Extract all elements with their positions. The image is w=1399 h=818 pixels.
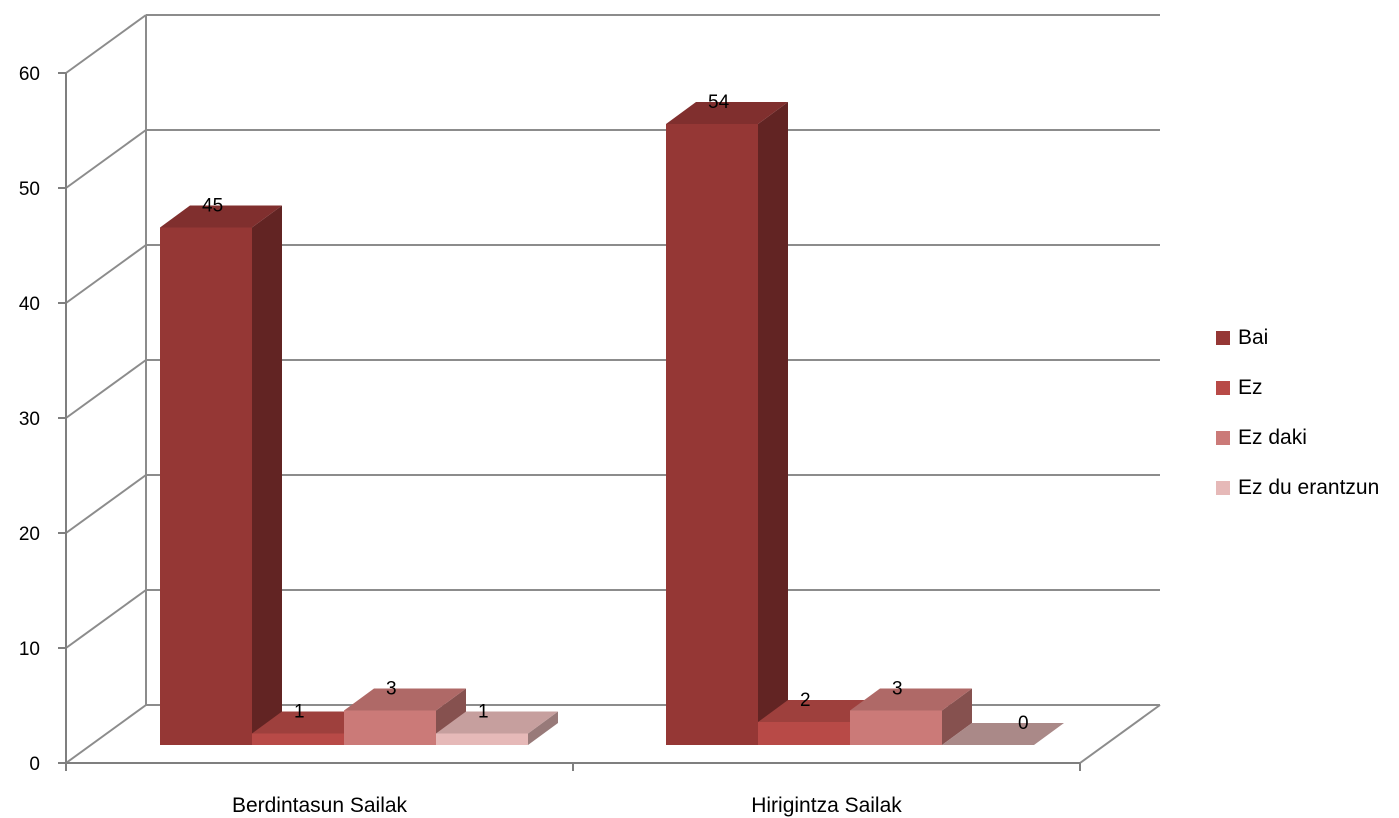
chart-axes xyxy=(58,72,1081,771)
side-gridline xyxy=(65,474,147,534)
data-label: 45 xyxy=(202,196,223,217)
y-tick-label: 30 xyxy=(19,409,40,430)
bar xyxy=(160,205,282,745)
legend-label: Ez du erantzun xyxy=(1238,476,1380,499)
legend-item: Bai xyxy=(1216,326,1379,349)
side-gridline xyxy=(65,589,147,649)
chart-legend: Bai Ez Ez daki Ez du erantzun xyxy=(1216,326,1380,528)
bar-front-face xyxy=(850,710,942,745)
y-axis-tick-labels: 0 10 20 30 40 50 60 xyxy=(19,64,40,775)
y-tick-label: 60 xyxy=(19,64,40,85)
legend-swatch xyxy=(1216,481,1230,495)
data-label: 0 xyxy=(1018,713,1029,734)
data-labels: 45 1 3 1 54 2 3 0 xyxy=(202,92,1029,734)
data-label: 3 xyxy=(386,679,397,700)
bar-side-face xyxy=(758,102,788,745)
bar-front-face xyxy=(344,710,436,745)
bar-front-face xyxy=(252,733,344,745)
data-label: 1 xyxy=(294,702,305,723)
side-gridline xyxy=(65,14,147,74)
bar-top-face xyxy=(436,711,558,734)
bar-top-face xyxy=(666,102,788,124)
bar-top-face xyxy=(160,205,282,228)
data-label: 1 xyxy=(478,702,489,723)
bar-top-face xyxy=(942,723,1064,745)
legend-label: Ez xyxy=(1238,376,1263,399)
side-gridline xyxy=(65,129,147,189)
bar-front-face xyxy=(436,733,528,745)
legend-item: Ez du erantzun xyxy=(1216,476,1380,499)
legend-swatch xyxy=(1216,431,1230,445)
bar xyxy=(436,711,558,745)
x-axis-category-labels: Berdintasun Sailak Hirigintza Sailak xyxy=(232,794,902,817)
y-tick-label: 0 xyxy=(29,754,40,775)
legend-label: Bai xyxy=(1238,326,1269,349)
bar-top-face xyxy=(344,688,466,711)
bar xyxy=(666,102,788,745)
y-tick-label: 50 xyxy=(19,179,40,200)
legend-label: Ez daki xyxy=(1238,426,1307,449)
y-tick-label: 40 xyxy=(19,294,40,315)
legend-swatch xyxy=(1216,331,1230,345)
legend-item: Ez xyxy=(1216,376,1379,399)
x-category-label: Hirigintza Sailak xyxy=(751,794,902,817)
chart-bars xyxy=(160,102,1064,745)
side-gridline xyxy=(65,244,147,304)
x-category-label: Berdintasun Sailak xyxy=(232,794,408,817)
bar-top-face xyxy=(850,688,972,711)
bar xyxy=(850,688,972,745)
bar-front-face xyxy=(758,722,850,745)
bar-top-face xyxy=(252,711,374,734)
legend-swatch xyxy=(1216,381,1230,395)
bar-side-face xyxy=(252,205,282,745)
bar-front-face xyxy=(666,124,758,745)
floor-edge xyxy=(1079,704,1161,764)
chart-gridlines xyxy=(65,14,1161,764)
side-gridline xyxy=(65,704,147,764)
bar-side-face xyxy=(942,688,972,745)
bar xyxy=(942,723,1064,745)
data-label: 3 xyxy=(892,679,903,700)
side-gridline xyxy=(65,359,147,419)
bar-top-face xyxy=(758,700,880,722)
y-tick-label: 10 xyxy=(19,639,40,660)
y-tick-label: 20 xyxy=(19,524,40,545)
bar-side-face xyxy=(528,711,558,745)
legend-item: Ez daki xyxy=(1216,426,1379,449)
data-label: 54 xyxy=(708,92,730,113)
bar-front-face xyxy=(160,227,252,745)
data-label: 2 xyxy=(800,690,811,711)
